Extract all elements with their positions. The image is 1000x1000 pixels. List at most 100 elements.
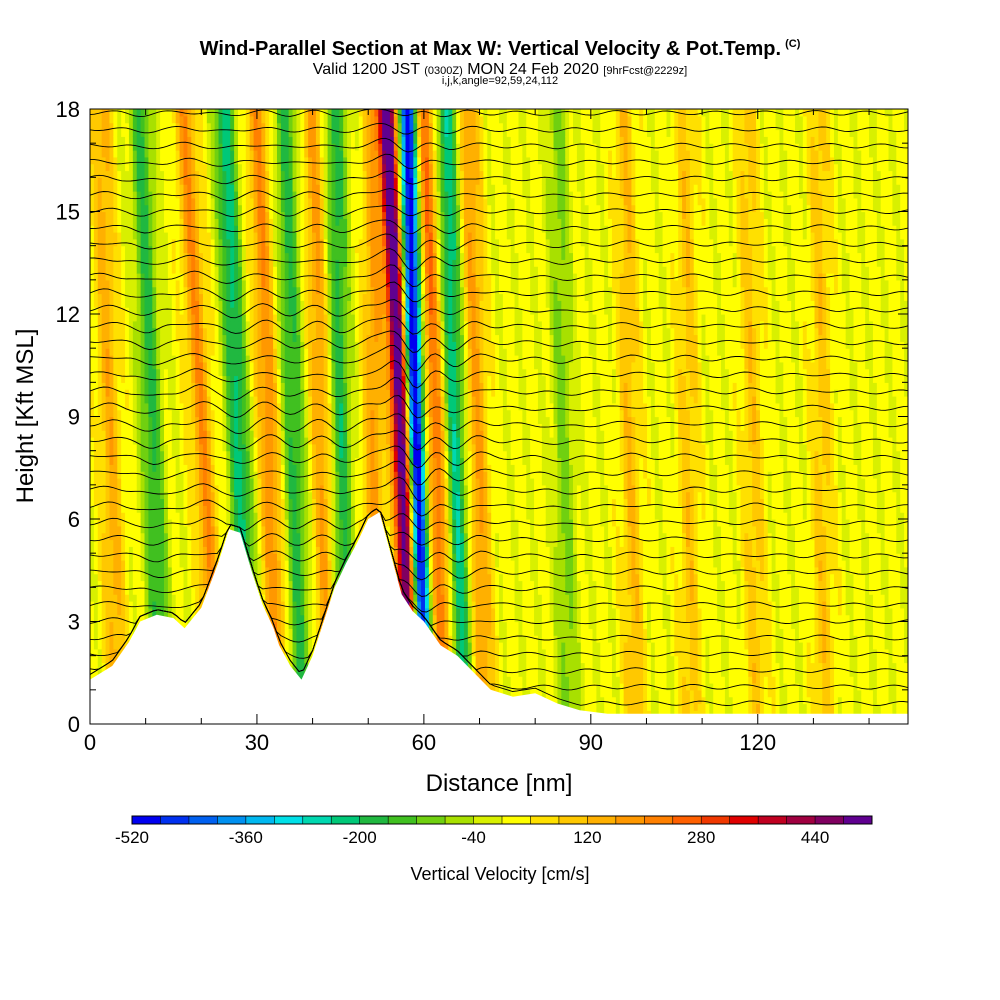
velocity-cell — [175, 423, 181, 431]
velocity-cell — [93, 245, 99, 254]
velocity-cell — [136, 471, 142, 479]
velocity-cell — [167, 341, 173, 349]
velocity-cell — [249, 225, 255, 233]
velocity-cell — [152, 471, 157, 479]
velocity-cell — [292, 129, 298, 137]
velocity-cell — [125, 464, 130, 472]
velocity-cell — [167, 150, 173, 158]
velocity-cell — [148, 204, 153, 213]
velocity-cell — [245, 300, 251, 308]
velocity-cell — [284, 512, 290, 520]
velocity-cell — [288, 286, 294, 295]
velocity-cell — [238, 286, 243, 295]
velocity-cell — [125, 471, 130, 479]
velocity-cell — [179, 614, 185, 623]
velocity-cell — [249, 525, 255, 534]
velocity-cell — [273, 566, 278, 575]
velocity-cell — [109, 614, 114, 623]
velocity-cell — [117, 505, 122, 513]
velocity-cell — [261, 197, 266, 206]
velocity-cell — [156, 430, 161, 438]
velocity-cell — [257, 259, 262, 267]
velocity-cell — [230, 519, 235, 527]
velocity-cell — [206, 156, 212, 165]
velocity-cell — [179, 307, 185, 315]
velocity-cell — [183, 225, 188, 233]
velocity-cell — [288, 580, 294, 588]
velocity-cell — [101, 252, 107, 260]
velocity-cell — [304, 635, 309, 643]
velocity-cell — [175, 396, 181, 404]
velocity-cell — [113, 389, 118, 397]
velocity-cell — [253, 505, 259, 513]
velocity-cell — [90, 211, 95, 219]
velocity-cell — [113, 170, 118, 178]
velocity-cell — [276, 129, 282, 137]
velocity-cell — [167, 156, 173, 165]
velocity-cell — [152, 170, 157, 178]
velocity-cell — [175, 225, 181, 233]
velocity-cell — [249, 115, 255, 124]
velocity-cell — [261, 491, 266, 500]
velocity-cell — [300, 416, 305, 424]
velocity-cell — [132, 546, 138, 554]
velocity-cell — [195, 177, 200, 185]
velocity-cell — [296, 669, 301, 677]
velocity-cell — [288, 478, 294, 486]
velocity-cell — [234, 478, 239, 486]
velocity-cell — [191, 204, 196, 213]
velocity-cell — [199, 286, 204, 295]
velocity-cell — [93, 464, 99, 472]
velocity-cell — [234, 430, 239, 438]
velocity-cell — [265, 471, 270, 479]
velocity-cell — [226, 191, 231, 199]
velocity-cell — [97, 423, 103, 431]
velocity-cell — [164, 348, 169, 356]
velocity-cell — [276, 402, 282, 411]
velocity-cell — [191, 300, 196, 308]
velocity-cell — [191, 163, 196, 172]
velocity-cell — [241, 320, 247, 329]
velocity-cell — [304, 443, 309, 452]
velocity-cell — [128, 396, 134, 404]
velocity-cell — [288, 191, 294, 199]
velocity-cell — [93, 327, 99, 336]
velocity-cell — [113, 320, 118, 329]
velocity-cell — [179, 573, 185, 582]
velocity-cell — [261, 389, 266, 397]
velocity-cell — [288, 560, 294, 568]
velocity-cell — [97, 409, 103, 418]
velocity-cell — [202, 197, 208, 206]
velocity-cell — [234, 348, 239, 356]
velocity-cell — [288, 129, 294, 137]
velocity-cell — [276, 464, 282, 472]
velocity-cell — [121, 361, 126, 370]
velocity-cell — [175, 532, 181, 541]
velocity-cell — [164, 505, 169, 513]
velocity-cell — [132, 184, 138, 192]
velocity-cell — [199, 553, 204, 561]
velocity-cell — [265, 601, 270, 609]
velocity-cell — [191, 170, 196, 178]
velocity-cell — [300, 491, 305, 500]
velocity-cell — [152, 307, 157, 315]
velocity-cell — [257, 512, 262, 520]
velocity-cell — [156, 361, 161, 370]
velocity-cell — [136, 129, 142, 137]
velocity-cell — [230, 177, 235, 185]
velocity-cell — [121, 573, 126, 582]
velocity-cell — [175, 163, 181, 172]
velocity-cell — [117, 635, 122, 643]
velocity-cell — [191, 375, 196, 383]
velocity-cell — [136, 484, 142, 493]
velocity-cell — [296, 601, 301, 609]
velocity-cell — [265, 423, 270, 431]
velocity-cell — [300, 423, 305, 431]
velocity-cell — [93, 505, 99, 513]
velocity-cell — [253, 389, 259, 397]
velocity-cell — [164, 478, 169, 486]
velocity-cell — [300, 498, 305, 506]
velocity-cell — [187, 361, 192, 370]
velocity-cell — [273, 443, 278, 452]
velocity-cell — [101, 170, 107, 178]
